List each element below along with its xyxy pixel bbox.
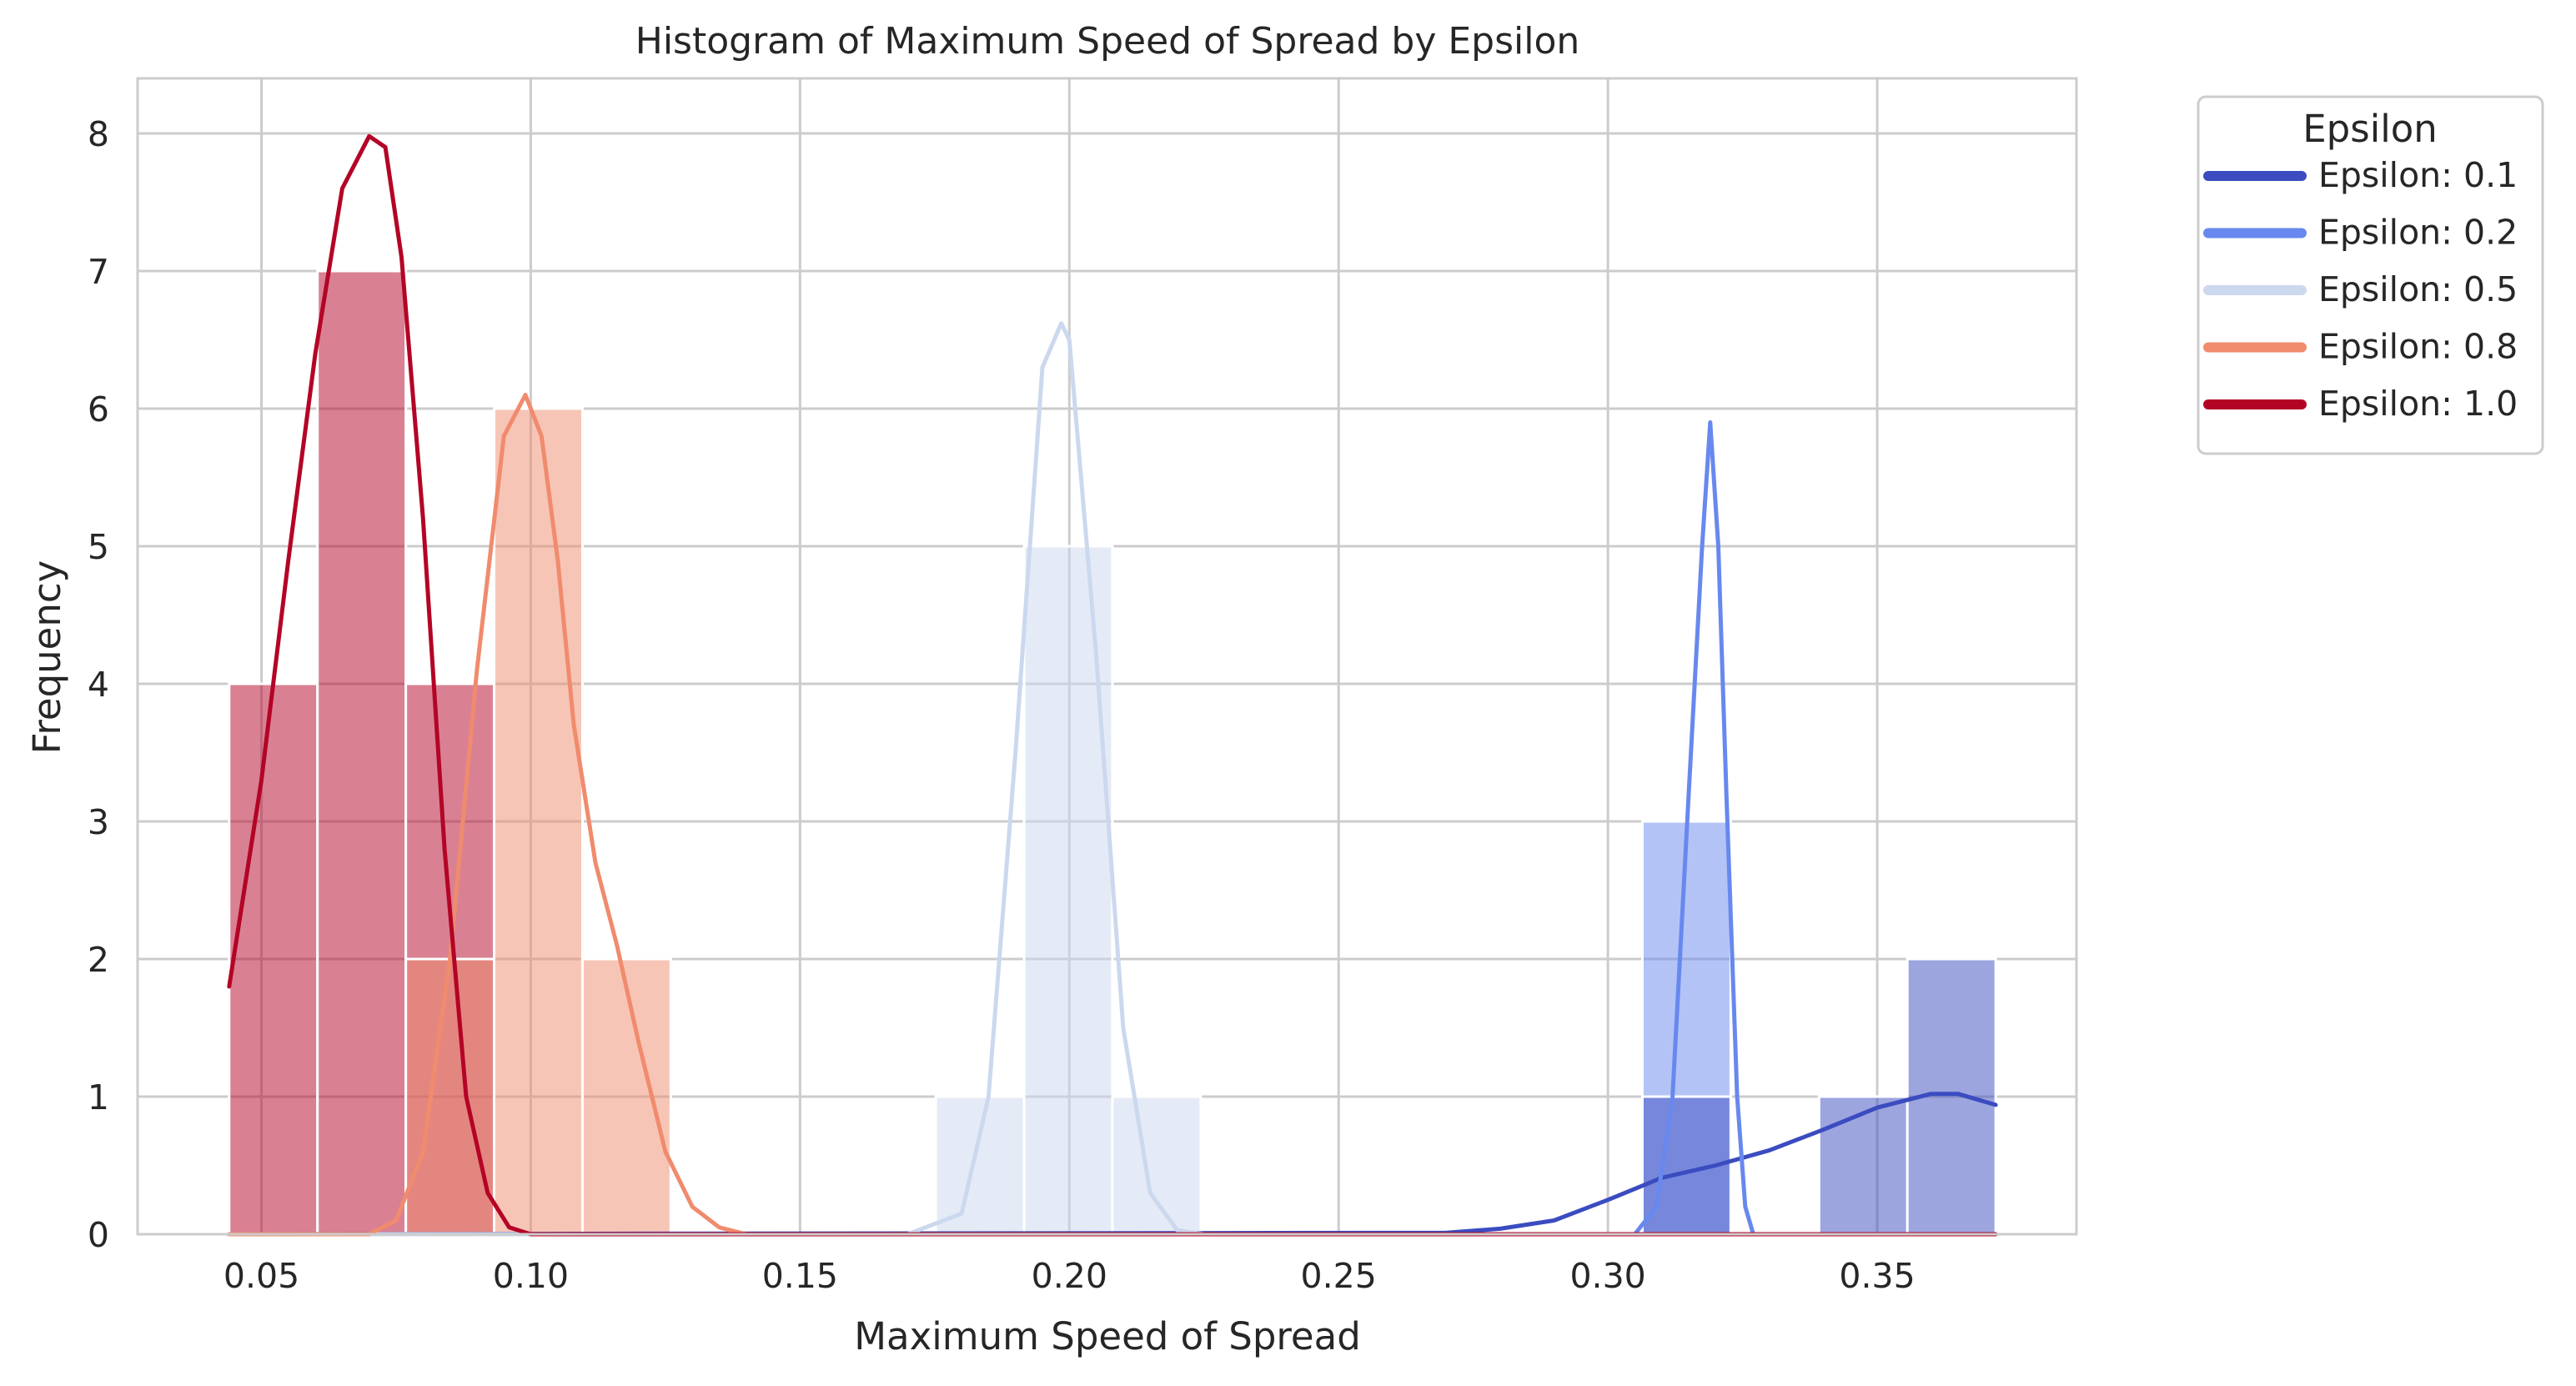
histogram-bar bbox=[493, 407, 584, 1236]
histogram-bar bbox=[580, 957, 672, 1236]
y-tick-label: 8 bbox=[88, 114, 109, 154]
axis-ticks: 0.05 0.10 0.15 0.20 0.25 0.30 0.35 0 1 2 3 4 5 6 7 8 bbox=[88, 114, 1916, 1296]
kde-line bbox=[227, 133, 1998, 1237]
x-tick-label: 0.05 bbox=[223, 1256, 299, 1296]
histogram-bar bbox=[404, 957, 496, 1236]
legend-label: Epsilon: 0.1 bbox=[2318, 155, 2518, 195]
kde-line bbox=[227, 393, 1998, 1237]
x-tick-label: 0.20 bbox=[1032, 1256, 1107, 1296]
y-tick-label: 0 bbox=[88, 1215, 109, 1255]
x-axis-label: Maximum Speed of Spread bbox=[854, 1314, 1361, 1358]
histogram-bar bbox=[934, 1095, 1026, 1236]
histogram-bar bbox=[316, 269, 408, 1236]
kde-line bbox=[227, 420, 1998, 1237]
legend-box bbox=[2197, 95, 2544, 455]
plot-frame bbox=[136, 77, 2078, 1236]
histogram-bar bbox=[1111, 1095, 1203, 1236]
chart-title: Histogram of Maximum Speed of Spread by … bbox=[635, 20, 1580, 63]
kde-line bbox=[227, 1092, 1998, 1237]
histogram-bar bbox=[1817, 1095, 1909, 1236]
x-tick-label: 0.10 bbox=[493, 1256, 569, 1296]
y-tick-label: 7 bbox=[88, 252, 109, 292]
y-tick-label: 3 bbox=[88, 802, 109, 842]
y-tick-label: 5 bbox=[88, 527, 109, 567]
x-tick-label: 0.25 bbox=[1301, 1256, 1377, 1296]
histogram-bar bbox=[1022, 545, 1114, 1236]
x-tick-label: 0.15 bbox=[762, 1256, 838, 1296]
kde-line bbox=[227, 321, 1998, 1237]
legend-entries: Epsilon: 0.1 Epsilon: 0.2 Epsilon: 0.5 Epsi… bbox=[2203, 155, 2518, 424]
y-tick-label: 6 bbox=[88, 389, 109, 429]
legend-title: Epsilon bbox=[2302, 107, 2438, 151]
y-tick-label: 4 bbox=[88, 665, 109, 705]
legend-label: Epsilon: 0.8 bbox=[2318, 327, 2518, 367]
x-tick-label: 0.35 bbox=[1839, 1256, 1915, 1296]
x-tick-label: 0.30 bbox=[1569, 1256, 1645, 1296]
legend-label: Epsilon: 1.0 bbox=[2318, 384, 2518, 424]
legend-label: Epsilon: 0.2 bbox=[2318, 213, 2518, 253]
legend-label: Epsilon: 0.5 bbox=[2318, 269, 2518, 309]
kde-curves bbox=[227, 133, 1998, 1237]
y-tick-label: 2 bbox=[88, 940, 109, 980]
histogram-bar bbox=[228, 682, 319, 1236]
y-axis-label: Frequency bbox=[25, 560, 69, 754]
y-tick-label: 1 bbox=[88, 1077, 109, 1117]
